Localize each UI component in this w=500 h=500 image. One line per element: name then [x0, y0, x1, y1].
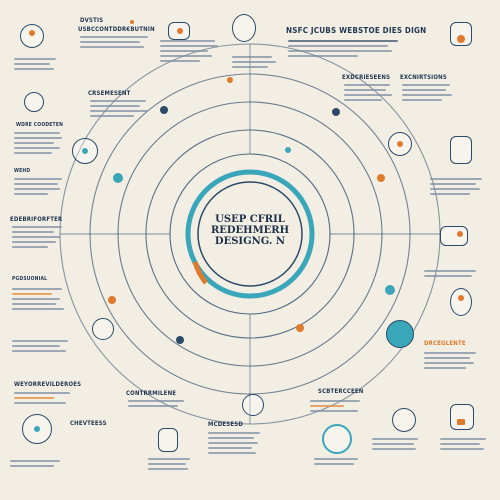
ring-inner	[197, 181, 303, 287]
laptop-icon	[440, 226, 468, 246]
text-block	[128, 400, 188, 410]
hand-icon	[92, 318, 114, 340]
chat-icon	[24, 92, 44, 112]
eye-icon	[22, 414, 52, 444]
target-icon	[72, 138, 98, 164]
text-block	[402, 84, 454, 104]
clipboard-icon	[158, 428, 178, 452]
ring-node	[385, 285, 395, 295]
ring-node	[113, 173, 123, 183]
header-right-col-a: EXDCRIESEENS	[342, 74, 391, 81]
header-right-col-b: EXCNIRTSIONS	[400, 74, 447, 81]
header-top-small: DVSTIS	[80, 17, 104, 24]
text-block	[14, 392, 74, 407]
person-icon	[20, 24, 44, 48]
ring-node	[227, 77, 233, 83]
text-block	[208, 432, 264, 457]
header-top-mid: USBCCONTDDR€BUTNIN	[78, 26, 155, 33]
header-bottom-right: SCBTERCCEEN	[318, 388, 364, 395]
document-icon	[450, 22, 472, 46]
header-left-mid: CRSEMESENT	[88, 90, 131, 97]
text-block	[12, 340, 72, 355]
header-bottom-b: CHEVTEESS	[70, 420, 107, 427]
text-block	[440, 438, 490, 453]
bell-icon	[392, 408, 416, 432]
gear-icon	[388, 132, 412, 156]
ring-node	[108, 296, 116, 304]
text-block	[80, 36, 150, 51]
cube-icon	[322, 424, 352, 454]
header-left-row: WDRE COODETEN	[16, 122, 64, 128]
center-title: USEP CFRIL REDEHMERH DESIGNG. N	[195, 214, 305, 247]
text-block	[372, 438, 422, 453]
ring-node	[296, 324, 304, 332]
text-block	[314, 458, 362, 468]
header-bottom-c: MCDESESD	[208, 421, 244, 428]
header-bottom-left: WEYORREVILDEROES	[14, 381, 82, 388]
text-block	[14, 178, 64, 198]
center-title-line1: USEP CFRIL	[215, 214, 285, 225]
globe-icon	[386, 320, 414, 348]
text-block	[232, 56, 277, 71]
pen-icon	[168, 22, 190, 40]
text-block	[12, 226, 64, 251]
ring-orange-arc	[192, 261, 209, 285]
header-bottom-a: CONTRRMILENE	[126, 390, 177, 397]
folder-icon	[130, 20, 134, 24]
lightbulb-icon	[450, 288, 472, 316]
chart-icon	[450, 404, 474, 430]
text-block	[148, 458, 193, 473]
ring-node	[160, 106, 168, 114]
text-block	[424, 270, 480, 280]
text-block	[160, 40, 220, 65]
header-left-label2: EDEBRIFORFTER	[10, 216, 63, 223]
text-block	[14, 58, 59, 73]
text-block	[424, 352, 480, 372]
text-block	[12, 288, 67, 313]
text-block	[344, 84, 394, 104]
center-title-line2: REDEHMERH	[210, 225, 290, 236]
text-block	[310, 400, 365, 415]
header-left-label3: PGDSUONIAL	[12, 276, 48, 282]
phone-icon	[450, 136, 472, 164]
header-right-mid: DRCEGLENTE	[424, 340, 466, 347]
ring-node	[377, 174, 385, 182]
text-block	[10, 460, 65, 470]
text-block	[14, 132, 64, 157]
text-block	[288, 40, 408, 60]
center-title-line3: DESIGNG. N	[214, 236, 286, 247]
ring-teal	[185, 169, 315, 299]
ring-node	[176, 336, 184, 344]
ring-node	[285, 147, 291, 153]
user-icon	[242, 394, 264, 416]
ring-node	[332, 108, 340, 116]
head-icon	[232, 14, 256, 42]
header-left-label: WEHD	[14, 168, 31, 174]
header-top-right: NSFC JCUBS WEBSTOE DIES DIGN	[286, 26, 427, 35]
text-block	[430, 178, 485, 198]
text-block	[90, 100, 150, 120]
